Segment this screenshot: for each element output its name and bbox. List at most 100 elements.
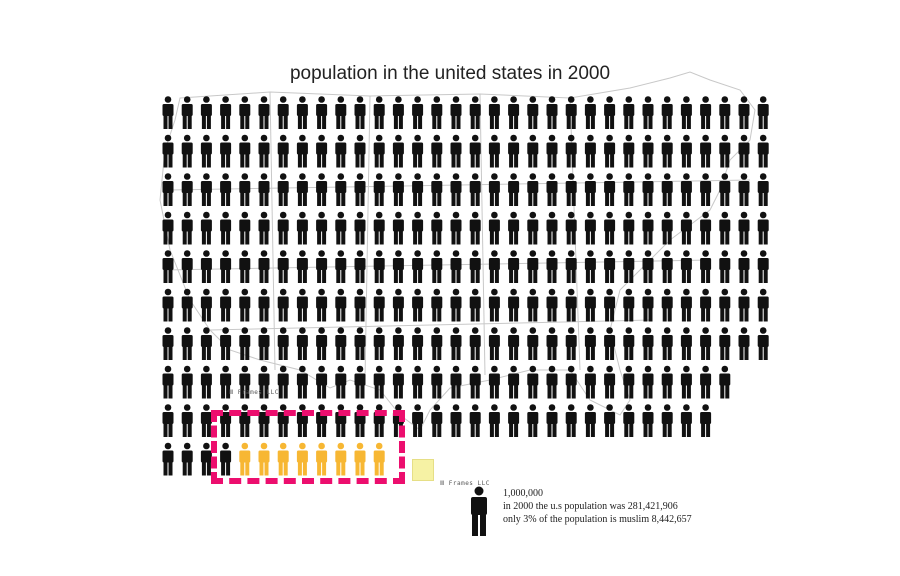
person-mark [469, 288, 481, 322]
person-mark [296, 211, 308, 245]
person-mark [450, 173, 462, 206]
person-mark [181, 134, 193, 168]
person-mark [354, 250, 366, 283]
person-mark [508, 404, 520, 437]
person-mark [680, 288, 692, 322]
person-mark [239, 134, 251, 168]
person-mark [508, 173, 520, 206]
person-mark [335, 134, 347, 168]
person-mark [700, 250, 712, 283]
person-mark [181, 404, 193, 437]
person-mark [392, 96, 404, 129]
person-mark [200, 134, 212, 168]
person-mark [642, 211, 654, 245]
person-mark [162, 211, 174, 245]
person-mark [258, 173, 270, 206]
person-mark [488, 250, 500, 283]
person-mark [220, 442, 232, 476]
person-mark [508, 96, 520, 129]
person-mark [277, 327, 289, 360]
person-mark [277, 211, 289, 245]
person-mark [527, 365, 539, 399]
person-mark [604, 404, 616, 437]
person-mark [488, 288, 500, 322]
person-mark [546, 134, 558, 168]
person-mark [431, 96, 443, 129]
person-mark [623, 173, 635, 206]
person-mark [392, 250, 404, 283]
person-mark [700, 365, 712, 399]
legend-muslim-note: only 3% of the population is muslim 8,44… [503, 514, 692, 525]
person-mark [738, 173, 750, 206]
person-mark [488, 211, 500, 245]
person-mark [354, 365, 366, 399]
person-mark [200, 96, 212, 129]
person-mark [277, 365, 289, 399]
person-mark [642, 288, 654, 322]
person-mark [200, 327, 212, 360]
person-mark [604, 288, 616, 322]
person-mark [354, 288, 366, 322]
person-mark [412, 173, 424, 206]
person-mark [488, 404, 500, 437]
person-mark [565, 404, 577, 437]
person-mark [431, 288, 443, 322]
person-mark [258, 327, 270, 360]
person-mark [565, 365, 577, 399]
person-mark [181, 250, 193, 283]
person-mark [162, 365, 174, 399]
person-mark [316, 173, 328, 206]
person-mark [162, 327, 174, 360]
person-mark [642, 365, 654, 399]
person-mark [354, 96, 366, 129]
highlighted-person-mark [258, 442, 270, 476]
person-mark [316, 365, 328, 399]
legend-text: 1,000,000 in 2000 the u.s population was… [503, 487, 692, 526]
person-mark [373, 288, 385, 322]
person-mark [392, 134, 404, 168]
person-mark [431, 173, 443, 206]
person-mark [623, 365, 635, 399]
person-mark [680, 365, 692, 399]
person-mark [738, 250, 750, 283]
person-mark [450, 211, 462, 245]
person-mark [373, 250, 385, 283]
person-mark [469, 327, 481, 360]
person-mark [200, 365, 212, 399]
person-mark [719, 327, 731, 360]
person-mark [296, 288, 308, 322]
person-mark [316, 327, 328, 360]
person-mark [392, 365, 404, 399]
person-mark [719, 288, 731, 322]
person-mark [661, 96, 673, 129]
person-mark [700, 173, 712, 206]
person-mark [680, 211, 692, 245]
person-mark [162, 173, 174, 206]
person-mark [565, 327, 577, 360]
person-mark [623, 211, 635, 245]
person-mark [200, 211, 212, 245]
person-mark [469, 404, 481, 437]
person-mark [392, 327, 404, 360]
person-mark [373, 134, 385, 168]
person-mark [642, 173, 654, 206]
person-mark [565, 211, 577, 245]
person-mark [661, 327, 673, 360]
person-mark [508, 211, 520, 245]
person-mark [258, 211, 270, 245]
person-mark [488, 96, 500, 129]
person-mark [757, 134, 769, 168]
person-mark [527, 327, 539, 360]
person-mark [488, 365, 500, 399]
person-mark [527, 404, 539, 437]
person-mark [431, 211, 443, 245]
person-mark [296, 134, 308, 168]
person-mark [316, 96, 328, 129]
person-mark [354, 134, 366, 168]
person-mark [335, 96, 347, 129]
person-mark [450, 404, 462, 437]
person-mark [584, 173, 596, 206]
person-mark [200, 288, 212, 322]
person-mark [584, 134, 596, 168]
person-mark [527, 173, 539, 206]
